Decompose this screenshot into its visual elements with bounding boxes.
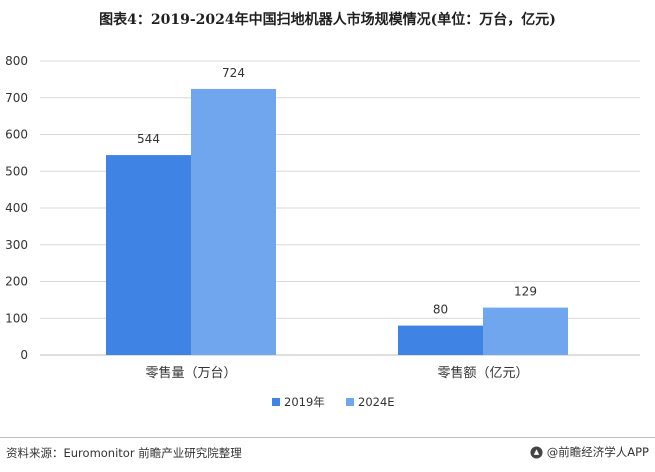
- brand-credit: @前瞻经济学人APP: [530, 444, 649, 460]
- bar: [106, 155, 191, 355]
- legend-swatch: [346, 398, 354, 406]
- legend-swatch: [272, 398, 280, 406]
- data-label: 544: [137, 132, 160, 146]
- footer-divider: [0, 437, 655, 438]
- source-note: 资料来源：Euromonitor 前瞻产业研究院整理: [6, 446, 242, 460]
- bar: [483, 307, 568, 355]
- brand-label: @前瞻经济学人APP: [546, 445, 649, 459]
- y-tick-label: 200: [5, 275, 28, 289]
- y-tick-label: 400: [5, 201, 28, 215]
- legend-label: 2024E: [358, 395, 395, 409]
- y-tick-label: 0: [20, 348, 28, 362]
- y-tick-label: 500: [5, 164, 28, 178]
- y-tick-label: 800: [5, 54, 28, 68]
- legend-label: 2019年: [284, 395, 325, 409]
- bar: [398, 325, 483, 355]
- bar: [191, 88, 276, 356]
- y-tick-label: 100: [5, 311, 28, 325]
- x-tick-label: 零售额（亿元）: [437, 365, 528, 381]
- data-label: 724: [222, 66, 245, 80]
- data-label: 129: [514, 285, 537, 299]
- y-tick-label: 300: [5, 238, 28, 252]
- y-tick-label: 600: [5, 128, 28, 142]
- data-label: 80: [433, 303, 448, 317]
- x-tick-label: 零售量（万台）: [145, 365, 236, 381]
- y-tick-label: 700: [5, 91, 28, 105]
- chart-title: 图表4：2019-2024年中国扫地机器人市场规模情况(单位：万台，亿元): [99, 12, 556, 28]
- brand-logo-icon: [530, 445, 543, 459]
